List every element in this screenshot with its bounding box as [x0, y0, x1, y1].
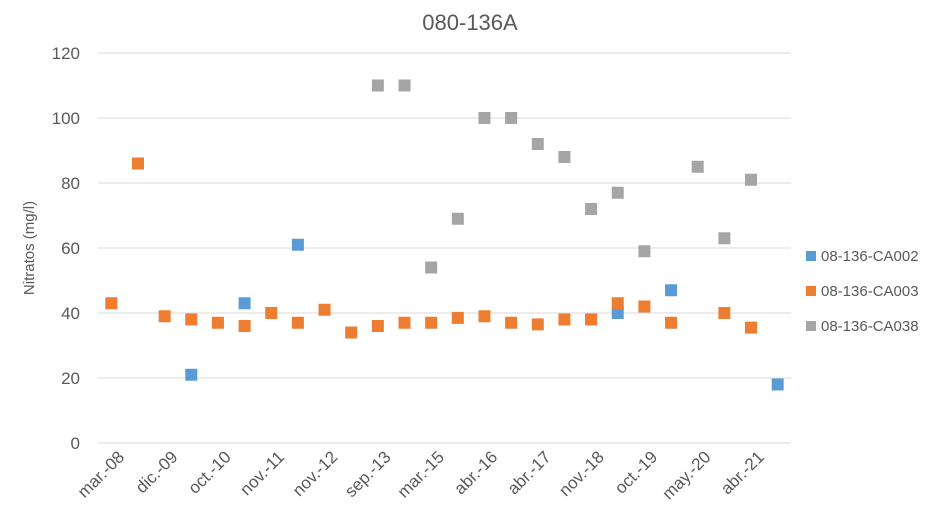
data-point [611, 186, 624, 199]
x-axis-ticks: mar.-08 dic.-09 oct.-10 nov.-11 nov.-12 sep.-… [74, 447, 768, 503]
x-tick-label: nov.-11 [236, 447, 288, 499]
data-point [665, 284, 678, 297]
data-point [638, 245, 651, 258]
x-tick-label: mar.-08 [74, 447, 128, 501]
legend-label: 08-136-CA003 [821, 283, 919, 300]
data-point [398, 79, 411, 92]
legend-marker [806, 286, 816, 296]
data-point [451, 212, 464, 225]
data-point [531, 318, 544, 331]
x-tick-label: may.-20 [659, 447, 715, 503]
data-point [238, 320, 251, 332]
data-point [611, 307, 624, 319]
x-tick-label: abr.-17 [504, 447, 555, 498]
x-tick-label: sep.-13 [341, 447, 395, 501]
data-point [345, 326, 358, 339]
x-tick-label: nov.-12 [289, 447, 342, 500]
legend-label: 08-136-CA038 [821, 318, 919, 335]
x-tick-label: oct.-10 [185, 447, 235, 497]
data-point [371, 79, 384, 92]
data-point [585, 203, 598, 215]
data-point [425, 316, 438, 329]
data-point [451, 311, 464, 324]
y-tick-label: 80 [61, 174, 80, 193]
data-point [691, 160, 704, 173]
data-point [745, 173, 758, 186]
chart-title: 080-136A [422, 10, 518, 35]
gridlines [98, 52, 791, 444]
legend-marker [806, 251, 816, 261]
data-point [265, 307, 278, 319]
y-tick-label: 120 [52, 44, 80, 63]
data-point [398, 316, 411, 329]
data-point [745, 321, 758, 334]
x-tick-label: nov.-18 [555, 447, 608, 500]
data-point [585, 313, 598, 326]
y-tick-label: 0 [71, 434, 80, 453]
data-points [105, 79, 784, 391]
y-axis-ticks: 0 20 40 60 80 100 120 [52, 44, 80, 453]
data-point [425, 261, 438, 274]
x-tick-label: abr.-21 [717, 447, 768, 498]
data-point [531, 138, 544, 150]
y-axis-label: Nitratos (mg/l) [21, 201, 38, 295]
data-point [291, 238, 304, 251]
y-tick-label: 40 [61, 304, 80, 323]
data-point [771, 378, 784, 391]
data-point [665, 316, 678, 329]
data-point [291, 316, 304, 329]
data-point [158, 310, 171, 323]
data-point [718, 232, 731, 245]
y-tick-label: 20 [61, 369, 80, 388]
data-point [371, 320, 384, 332]
y-tick-label: 60 [61, 239, 80, 258]
data-point [238, 297, 251, 310]
x-tick-label: abr.-16 [450, 447, 501, 498]
data-point [718, 307, 731, 319]
data-point [211, 316, 224, 329]
data-point [558, 313, 571, 326]
data-point [478, 310, 491, 323]
data-point [558, 151, 571, 163]
legend-marker [806, 321, 816, 331]
data-point [505, 316, 518, 329]
legend-label: 08-136-CA002 [821, 248, 919, 265]
data-point [318, 303, 331, 316]
data-point [638, 300, 651, 313]
x-tick-label: dic.-09 [132, 447, 182, 497]
data-point [105, 297, 118, 310]
legend: 08-136-CA002 08-136-CA003 08-136-CA038 [806, 248, 919, 335]
data-point [185, 368, 198, 381]
data-point [478, 112, 491, 124]
y-tick-label: 100 [52, 109, 80, 128]
data-point [131, 157, 144, 170]
data-point [611, 297, 624, 310]
x-tick-label: mar.-15 [394, 447, 448, 501]
x-tick-label: oct.-19 [611, 447, 661, 497]
data-point [185, 313, 198, 326]
data-point [505, 112, 518, 124]
